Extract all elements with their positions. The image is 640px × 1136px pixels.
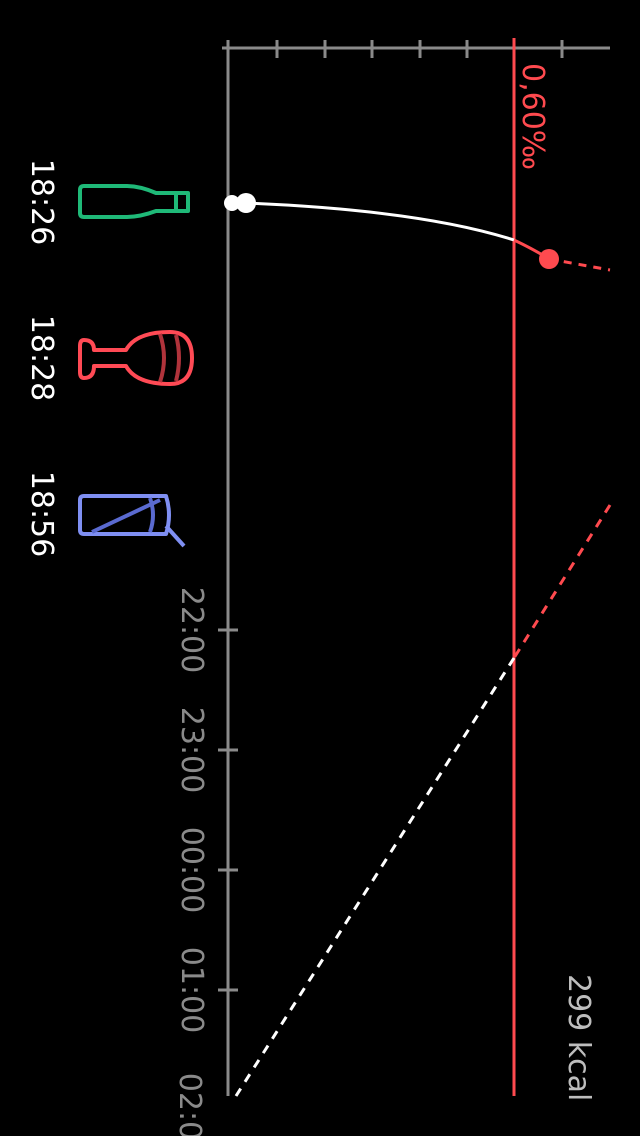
bottle-icon[interactable] [78,184,190,219]
time-tick-clip: 02:00 [160,1064,220,1136]
drink-time-3: 18:56 [24,470,59,558]
drink-time-2: 18:28 [24,314,59,402]
drink-time-1: 18:26 [24,158,59,246]
bac-axis-ticks [275,40,564,58]
tumbler-glass-icon[interactable] [78,494,186,548]
straw [91,498,161,534]
time-tick-label: 22:00 [174,586,209,674]
wine-glass-outline [78,330,194,386]
bac-current-point [236,193,256,213]
bottle-outline [78,184,190,219]
bac-projection-decline [234,657,516,1097]
time-tick-label: 00:00 [174,826,209,914]
straw-tip [164,524,186,548]
tumbler-outline [78,494,171,536]
wine-fill-line [158,333,166,383]
time-axis-ticks [218,628,238,992]
limit-label: 0,60‰ [515,63,550,171]
kcal-label: 299 kcal [561,974,596,1102]
wine-fill-line [174,334,181,382]
bac-projection-over-limit [512,504,612,659]
time-tick-label: 02:00 [172,1072,207,1136]
time-tick-label: 23:00 [174,706,209,794]
wine-glass-icon[interactable] [78,330,194,386]
time-tick-label: 01:00 [174,946,209,1034]
bac-curve [228,201,515,242]
tumbler-fill [148,497,155,533]
bac-start-point [224,195,240,211]
bac-projection-top [548,257,611,272]
